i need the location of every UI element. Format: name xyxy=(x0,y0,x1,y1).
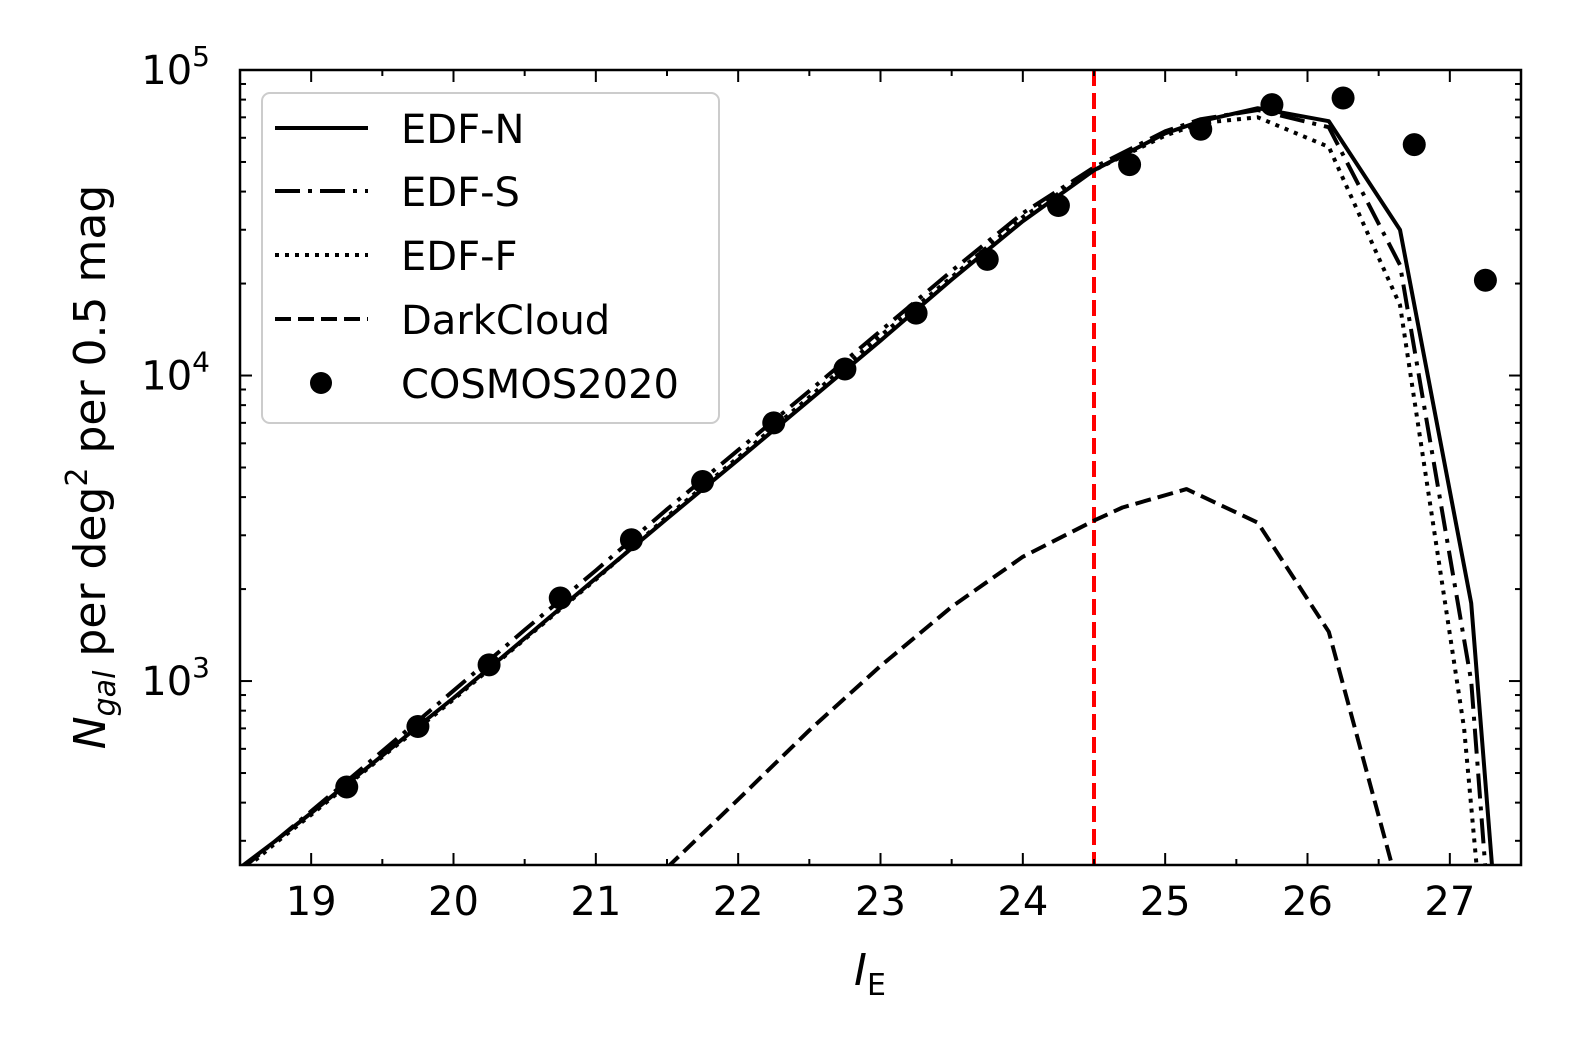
series-line-edf-n xyxy=(240,106,1494,865)
data-point-cosmos2020 xyxy=(1260,93,1284,117)
y-tick-label: 103 xyxy=(141,651,210,705)
y-tick-label: 105 xyxy=(141,40,210,94)
series-line-edf-f xyxy=(246,115,1479,865)
x-tick-label: 24 xyxy=(997,879,1048,925)
series-line-darkcloud xyxy=(666,487,1395,865)
y-axis-label: Ngal per deg2 per 0.5 mag xyxy=(60,185,123,750)
data-point-cosmos2020 xyxy=(691,469,715,493)
x-tick-label: 26 xyxy=(1282,879,1333,925)
data-point-cosmos2020 xyxy=(1473,268,1497,292)
x-axis-label: IE xyxy=(854,945,886,1003)
data-point-cosmos2020 xyxy=(1402,133,1426,157)
series-line-edf-s xyxy=(243,108,1488,865)
data-point-cosmos2020 xyxy=(619,528,643,552)
legend-label-edf-s: EDF-S xyxy=(401,170,520,216)
x-tick-label: 25 xyxy=(1140,879,1191,925)
legend-label-darkcloud: DarkCloud xyxy=(401,298,610,344)
x-tick-label: 27 xyxy=(1424,879,1475,925)
y-tick-label: 104 xyxy=(141,346,210,400)
data-point-cosmos2020 xyxy=(335,775,359,799)
legend-label-edf-n: EDF-N xyxy=(401,107,524,153)
tick-label-layer: 19 20 21 22 23 24 25 26 27 103 104 105 xyxy=(141,40,1475,925)
x-tick-label: 19 xyxy=(286,879,337,925)
data-point-cosmos2020 xyxy=(762,411,786,435)
x-tick-label: 23 xyxy=(855,879,906,925)
legend-swatch-cosmos2020 xyxy=(310,372,332,394)
legend: EDF-N EDF-S EDF-F DarkCloud COSMOS2020 xyxy=(261,92,720,424)
plot-area: 19 20 21 22 23 24 25 26 27 103 104 105 xyxy=(141,40,1523,925)
data-point-cosmos2020 xyxy=(1331,86,1355,110)
series-layer xyxy=(240,70,1497,865)
data-point-cosmos2020 xyxy=(1118,153,1142,177)
data-point-cosmos2020 xyxy=(548,586,572,610)
data-point-cosmos2020 xyxy=(1046,194,1070,218)
data-point-cosmos2020 xyxy=(904,301,928,325)
legend-label-edf-f: EDF-F xyxy=(401,234,518,280)
tick-layer xyxy=(239,69,1522,865)
x-tick-label: 21 xyxy=(570,879,621,925)
legend-box xyxy=(261,92,720,424)
series-cosmos2020 xyxy=(335,86,1497,799)
data-point-cosmos2020 xyxy=(406,714,430,738)
legend-label-cosmos2020: COSMOS2020 xyxy=(401,362,679,408)
data-point-cosmos2020 xyxy=(1189,117,1213,141)
x-tick-label: 20 xyxy=(428,879,479,925)
data-point-cosmos2020 xyxy=(477,653,501,677)
x-tick-label: 22 xyxy=(713,879,764,925)
data-point-cosmos2020 xyxy=(833,357,857,381)
data-point-cosmos2020 xyxy=(975,247,999,271)
